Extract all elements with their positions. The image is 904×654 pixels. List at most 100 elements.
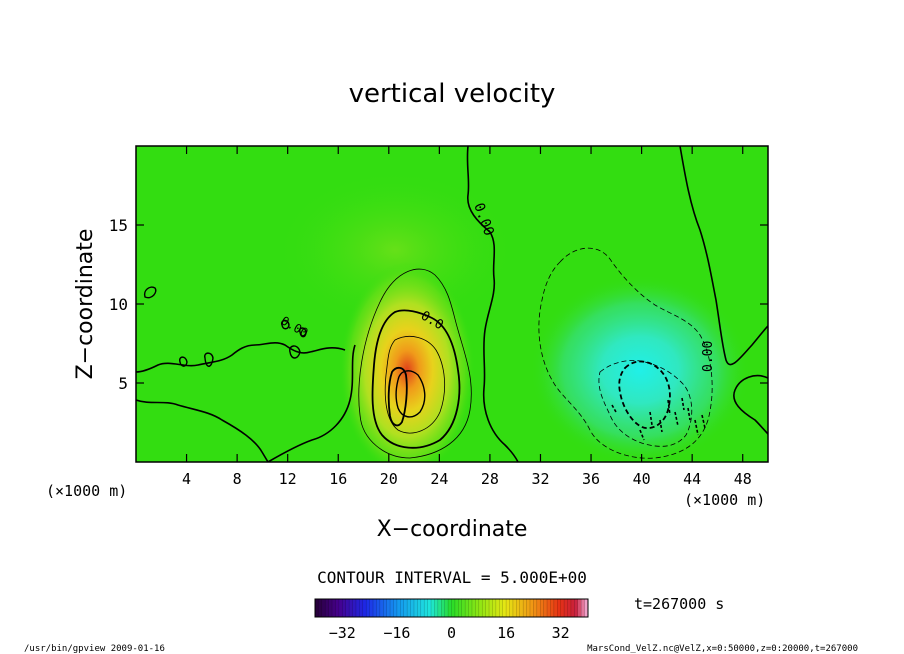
colorbar-cell [581,599,585,617]
colorbar-cell [393,599,398,617]
colorbar-cell [550,599,555,617]
downdraft-contour-outer [538,247,713,459]
colorbar-cell [417,599,422,617]
x-tick-label: 20 [380,470,398,488]
colorbar-cell [424,599,429,617]
colorbar-cell [482,599,487,617]
x-tick-label: 28 [481,470,499,488]
colorbar-cell [328,599,333,617]
contour-interval: CONTOUR INTERVAL = 5.000E+00 [317,568,587,587]
y-tick-label: 5 [118,374,128,393]
colorbar-cell [390,599,394,617]
x-tick-label: 44 [683,470,701,488]
x-tick-label: 40 [633,470,651,488]
colorbar-cell [345,599,350,617]
downdraft-region [530,275,750,462]
colorbar-ticks: −32 −16 0 16 32 [329,624,570,642]
colorbar-cell [362,599,367,617]
updraft-contour-outer [358,268,472,459]
colorbar-cell [567,599,572,617]
plot-area: 0.00 0.00 0.00 0.0 [136,146,768,462]
colorbar-cell [512,599,517,617]
colorbar-cell [413,599,418,617]
colorbar-cell [342,599,347,617]
x-axis-title: X−coordinate [377,517,528,542]
colorbar-tick-label: 32 [552,624,570,642]
colorbar-cell [506,599,510,617]
colorbar-cell [509,599,514,617]
colorbar-cell [386,599,391,617]
colorbar-cell [468,599,473,617]
colorbar-cell [547,599,551,617]
downdraft-contour-10 [618,360,671,430]
colorbar-cell [584,599,589,617]
x-tick-label: 48 [734,470,752,488]
colorbar-cell [577,599,582,617]
colorbar-cell [355,599,360,617]
colorbar-cell [560,599,565,617]
updraft-contour-10 [384,336,445,434]
colorbar-cell [352,599,357,617]
colorbar-cell [373,599,377,617]
small-contour-3 [280,319,307,359]
colorbar-cell [335,599,340,617]
small-contour-2 [178,352,214,367]
colorbar-tick-label: −32 [329,624,356,642]
colorbar-cell [454,599,459,617]
colorbar-cell [410,599,415,617]
colorbar-cell [564,599,568,617]
colorbar-cell [332,599,336,617]
colorbar-cell [448,599,452,617]
time-label: t=267000 s [634,595,724,613]
colorbar-cell [400,599,405,617]
colorbar-cell [325,599,330,617]
colorbar-cell [437,599,442,617]
colorbar-cell [570,599,575,617]
contour-label-3: 0.00 [701,341,716,372]
zero-contour-right [679,146,768,366]
downdraft-contour-5 [598,360,693,447]
colorbar-cell [458,599,463,617]
y-tick-label: 10 [109,295,128,314]
x-tick-label: 36 [582,470,600,488]
chart-title: vertical velocity [349,79,556,109]
colorbar-cell [383,599,388,617]
colorbar-cell [349,599,353,617]
colorbar-frame [314,598,589,618]
y-axis-ticks: 5 10 15 [109,216,768,393]
colorbar-cell [338,599,343,617]
colorbar-cell [475,599,480,617]
colorbar-cell [420,599,425,617]
colorbar-cell [533,599,538,617]
colorbar-cell [359,599,364,617]
colorbar-cell [495,599,500,617]
updraft-contour-25 [387,366,408,427]
colorbar-cell [318,599,323,617]
footer-right: MarsCond_VelZ.nc@VelZ,x=0:50000,z=0:2000… [587,644,858,654]
colorbar-cell [526,599,531,617]
x-tick-label: 32 [531,470,549,488]
colorbar-cell [485,599,490,617]
colorbar-cell [451,599,456,617]
colorbar-cell [543,599,548,617]
zero-contour-left [136,342,356,462]
colorbar-cell [523,599,527,617]
colorbar-cell [321,599,326,617]
x-tick-label: 8 [233,470,242,488]
colorbar-cell [427,599,432,617]
small-contour-1 [143,286,157,299]
colorbar-cell [529,599,534,617]
colorbar-cell [516,599,521,617]
colorbar-cell [471,599,476,617]
zero-contour-right-lower [733,374,768,435]
updraft-contour-zero [371,309,461,449]
upper-glow [275,170,515,330]
updraft-region [339,262,475,462]
colorbar-cell [431,599,435,617]
colorbar-cell [536,599,541,617]
colorbar-tick-label: 0 [447,624,456,642]
colorbar-cell [540,599,545,617]
colorbar-cell [489,599,493,617]
colorbar-cell [434,599,439,617]
